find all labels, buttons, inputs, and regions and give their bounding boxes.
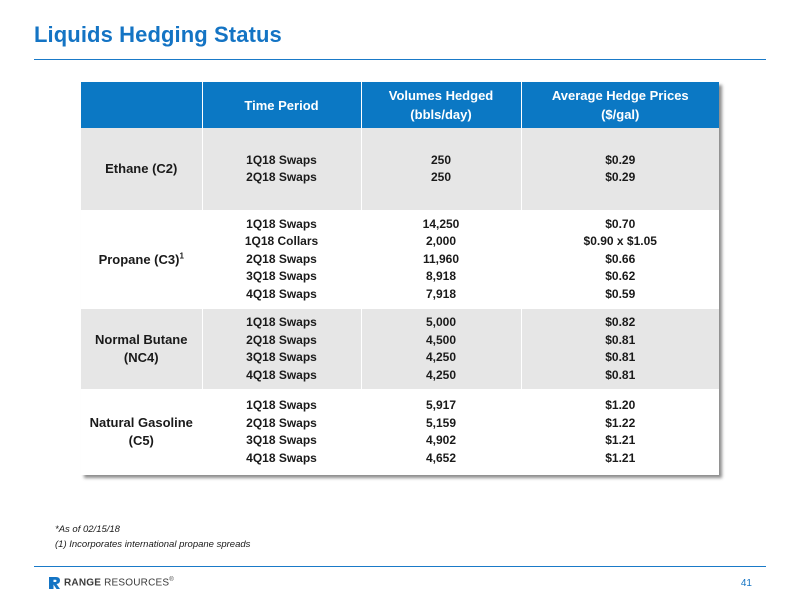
period-value: 2Q18 Swaps [246, 170, 317, 184]
volume-value: 5,159 [425, 415, 457, 430]
product-cell: Ethane (C2) [81, 128, 202, 210]
volume-value: 4,500 [425, 332, 457, 347]
header-time-period: Time Period [201, 82, 361, 128]
price-value: $0.59 [605, 286, 636, 301]
product-code: (C5) [128, 433, 154, 448]
volume-value: 14,250 [422, 216, 460, 231]
price-value: $1.20 [605, 398, 636, 412]
period-value: 3Q18 Swaps [246, 269, 317, 284]
volume-cell: 5,000 4,500 4,250 4,250 [360, 309, 521, 389]
product-name: Normal Butane [95, 332, 188, 347]
period-value: 2Q18 Swaps [246, 251, 317, 266]
price-value: $0.81 [605, 350, 636, 364]
price-value: $0.81 [605, 332, 636, 347]
table-header-row: Time Period Volumes Hedged (bbls/day) Av… [81, 82, 719, 128]
price-value: $1.21 [605, 450, 636, 465]
table-row: Propane (C3)1 1Q18 Swaps 1Q18 Collars 2Q18 … [81, 210, 719, 309]
price-value: $0.29 [605, 170, 636, 184]
price-cell: $1.20 $1.22 $1.21 $1.21 [520, 389, 719, 475]
price-value: $0.90 x $1.05 [583, 234, 657, 249]
table-row: Normal Butane (NC4) 1Q18 Swaps 2Q18 Swaps 3Q… [81, 309, 719, 389]
header-volumes-hedged: Volumes Hedged (bbls/day) [360, 82, 521, 128]
company-logo: RANGE RESOURCES® [48, 576, 174, 590]
header-volumes-line1: Volumes Hedged [388, 88, 494, 103]
footer-divider [34, 566, 766, 567]
volume-value: 4,652 [425, 450, 457, 465]
header-prices-line1: Average Hedge Prices [551, 88, 689, 103]
title-divider [34, 59, 766, 60]
price-value: $0.81 [605, 367, 636, 382]
logo-registered-mark: ® [169, 577, 174, 584]
product-name-wrap: Propane (C3)1 [81, 251, 202, 269]
volume-value: 5,917 [425, 398, 457, 412]
footnote-as-of: *As of 02/15/18 [55, 524, 120, 535]
price-cell: $0.70 $0.90 x $1.05 $0.66 $0.62 $0.59 [520, 210, 719, 309]
period-cell: 1Q18 Swaps 2Q18 Swaps 3Q18 Swaps 4Q18 Swaps [201, 389, 361, 475]
period-value: 1Q18 Swaps [246, 216, 317, 231]
table-body: Ethane (C2) 1Q18 Swaps 2Q18 Swaps 250 250 $0.… [81, 128, 719, 475]
price-value: $1.21 [605, 433, 636, 447]
header-volumes-line2: (bbls/day) [410, 107, 472, 122]
period-value: 1Q18 Swaps [246, 315, 317, 329]
volume-value: 8,918 [425, 269, 457, 284]
logo-text-rest: RESOURCES [101, 577, 170, 589]
product-name: Propane (C3) [98, 251, 180, 267]
period-value: 1Q18 Swaps [246, 152, 317, 167]
volume-value: 11,960 [422, 251, 460, 266]
footnotes: *As of 02/15/18 (1) Incorporates interna… [55, 522, 250, 552]
table-row: Natural Gasoline (C5) 1Q18 Swaps 2Q18 Swaps… [81, 389, 719, 475]
price-value: $0.70 [605, 216, 636, 231]
volume-cell: 5,917 5,159 4,902 4,652 [360, 389, 521, 475]
price-value: $0.82 [605, 315, 636, 329]
volume-value: 7,918 [425, 286, 457, 301]
hedging-table: Time Period Volumes Hedged (bbls/day) Av… [81, 82, 719, 475]
period-value: 1Q18 Collars [244, 234, 319, 249]
volume-value: 5,000 [425, 315, 457, 329]
period-value: 4Q18 Swaps [246, 286, 317, 301]
price-cell: $0.82 $0.81 $0.81 $0.81 [520, 309, 719, 389]
period-cell: 1Q18 Swaps 2Q18 Swaps 3Q18 Swaps 4Q18 Swaps [201, 309, 361, 389]
period-cell: 1Q18 Swaps 1Q18 Collars 2Q18 Swaps 3Q18 Swa… [201, 210, 361, 309]
product-code: (NC4) [123, 350, 159, 365]
period-value: 3Q18 Swaps [246, 350, 317, 364]
volume-cell: 14,250 2,000 11,960 8,918 7,918 [360, 210, 521, 309]
table-row: Ethane (C2) 1Q18 Swaps 2Q18 Swaps 250 250 $0.… [81, 128, 719, 210]
volume-value: 4,250 [425, 367, 457, 382]
price-value: $0.62 [605, 269, 636, 284]
price-cell: $0.29 $0.29 [520, 128, 719, 210]
header-prices-line2: ($/gal) [601, 107, 640, 122]
hedging-table-container: Time Period Volumes Hedged (bbls/day) Av… [81, 82, 719, 475]
volume-cell: 250 250 [360, 128, 521, 210]
price-value: $1.22 [605, 415, 636, 430]
volume-value: 250 [430, 170, 452, 184]
page-title: Liquids Hedging Status [34, 22, 282, 47]
product-name: Ethane (C2) [105, 161, 178, 176]
logo-wordmark: RANGE RESOURCES® [64, 577, 174, 588]
volume-value: 4,250 [425, 350, 457, 364]
header-product [81, 82, 202, 128]
footnote-propane: (1) Incorporates international propane s… [55, 539, 251, 550]
volume-value: 4,902 [425, 433, 457, 447]
period-cell: 1Q18 Swaps 2Q18 Swaps [201, 128, 361, 210]
period-value: 2Q18 Swaps [246, 332, 317, 347]
volume-value: 2,000 [425, 234, 457, 249]
period-value: 4Q18 Swaps [246, 367, 317, 382]
header-average-prices: Average Hedge Prices ($/gal) [520, 82, 719, 128]
period-value: 1Q18 Swaps [246, 398, 317, 412]
period-value: 2Q18 Swaps [246, 415, 317, 430]
range-logo-icon [49, 577, 60, 589]
product-cell: Natural Gasoline (C5) [81, 389, 202, 475]
price-value: $0.66 [605, 251, 636, 266]
price-value: $0.29 [605, 152, 636, 167]
period-value: 4Q18 Swaps [246, 450, 317, 465]
product-name: Natural Gasoline [89, 415, 193, 430]
period-value: 3Q18 Swaps [246, 433, 317, 447]
volume-value: 250 [430, 152, 452, 167]
product-cell: Propane (C3)1 [81, 210, 202, 309]
page-number: 41 [740, 578, 752, 589]
product-cell: Normal Butane (NC4) [81, 309, 202, 389]
logo-text-bold: RANGE [64, 577, 102, 589]
footnote-marker: 1 [179, 251, 184, 261]
